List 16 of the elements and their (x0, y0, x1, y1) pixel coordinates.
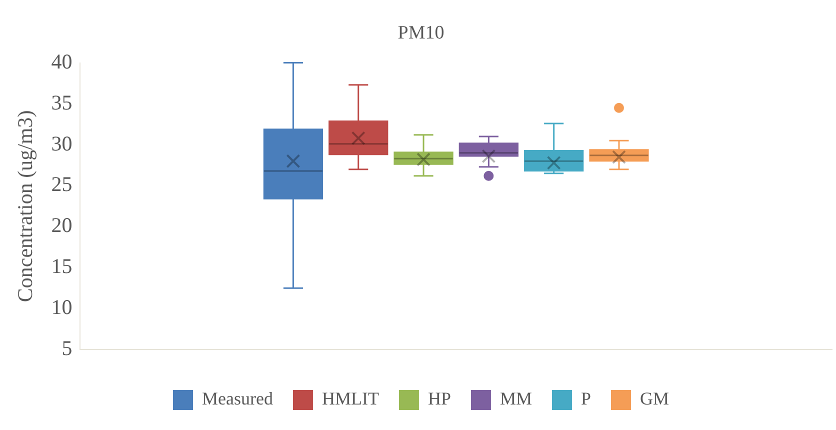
y-tick-label: 5 (62, 336, 72, 360)
y-axis-title: Concentration (ug/m3) (13, 110, 38, 302)
legend-label: Measured (202, 388, 273, 409)
y-tick-label: 25 (51, 172, 72, 196)
y-tick-label: 40 (51, 49, 72, 74)
y-tick-label: 35 (51, 90, 72, 114)
legend-label: HMLIT (322, 388, 379, 409)
legend-label: P (580, 388, 591, 409)
legend-label: GM (640, 388, 670, 409)
chart-title: PM10 (398, 22, 444, 44)
y-tick-label: 15 (51, 254, 72, 278)
y-tick-label: 20 (51, 213, 72, 238)
y-tick-label: 10 (51, 295, 72, 320)
legend-label: HP (428, 388, 451, 409)
legend-label: MM (500, 388, 532, 409)
y-tick-label: 30 (51, 131, 72, 156)
